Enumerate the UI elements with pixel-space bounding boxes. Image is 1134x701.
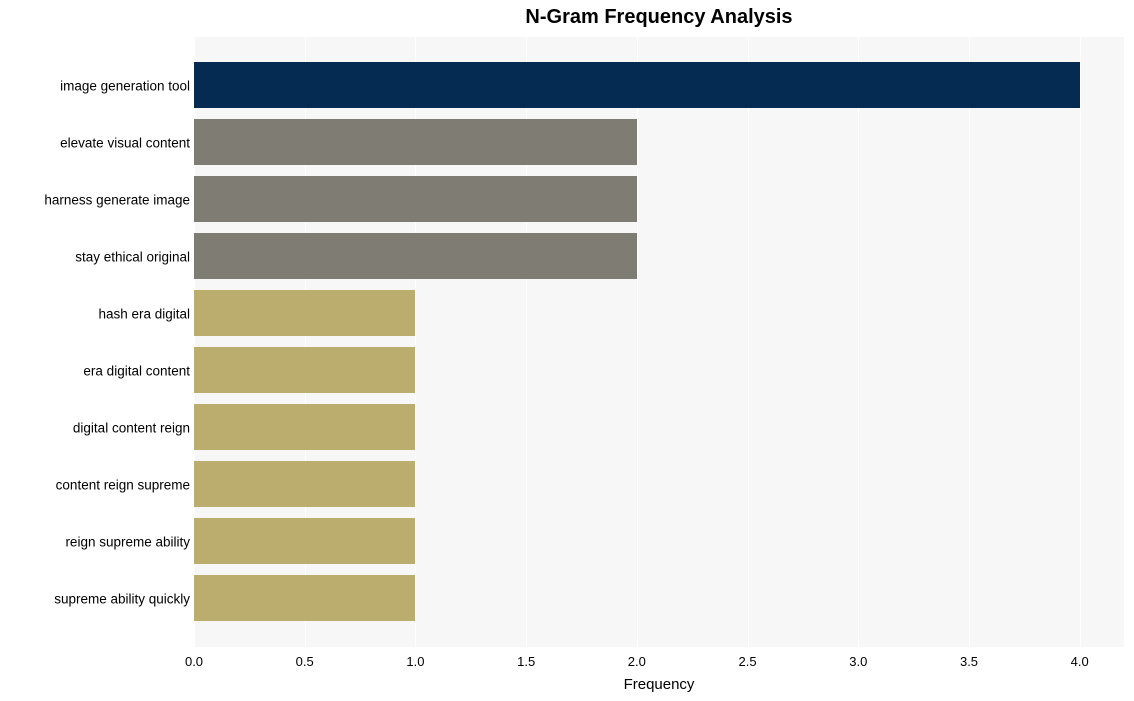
bar — [194, 461, 415, 507]
y-tick-label: elevate visual content — [4, 136, 190, 151]
y-tick-label: supreme ability quickly — [4, 592, 190, 607]
y-tick-label: content reign supreme — [4, 478, 190, 493]
grid-line — [637, 37, 638, 647]
bar — [194, 347, 415, 393]
y-tick-label: image generation tool — [4, 79, 190, 94]
x-tick-label: 0.5 — [296, 654, 314, 669]
x-tick-label: 0.0 — [185, 654, 203, 669]
plot-area — [194, 37, 1124, 647]
y-tick-label: reign supreme ability — [4, 535, 190, 550]
bar — [194, 518, 415, 564]
grid-line — [1080, 37, 1081, 647]
y-tick-label: stay ethical original — [4, 250, 190, 265]
bar — [194, 119, 637, 165]
x-tick-label: 3.5 — [960, 654, 978, 669]
x-tick-label: 3.0 — [849, 654, 867, 669]
grid-line — [969, 37, 970, 647]
x-tick-label: 2.5 — [739, 654, 757, 669]
y-tick-label: hash era digital — [4, 307, 190, 322]
y-tick-label: digital content reign — [4, 421, 190, 436]
bar — [194, 176, 637, 222]
x-axis-title: Frequency — [194, 676, 1124, 693]
ngram-frequency-chart: N-Gram Frequency Analysis Frequency imag… — [0, 6, 1134, 701]
x-tick-label: 4.0 — [1071, 654, 1089, 669]
grid-line — [748, 37, 749, 647]
x-tick-label: 1.5 — [517, 654, 535, 669]
bar — [194, 233, 637, 279]
x-tick-label: 2.0 — [628, 654, 646, 669]
bar — [194, 404, 415, 450]
bar — [194, 290, 415, 336]
chart-title: N-Gram Frequency Analysis — [194, 6, 1124, 29]
x-tick-label: 1.0 — [406, 654, 424, 669]
y-tick-label: harness generate image — [4, 193, 190, 208]
y-tick-label: era digital content — [4, 364, 190, 379]
grid-line — [858, 37, 859, 647]
bar — [194, 62, 1080, 108]
bar — [194, 575, 415, 621]
